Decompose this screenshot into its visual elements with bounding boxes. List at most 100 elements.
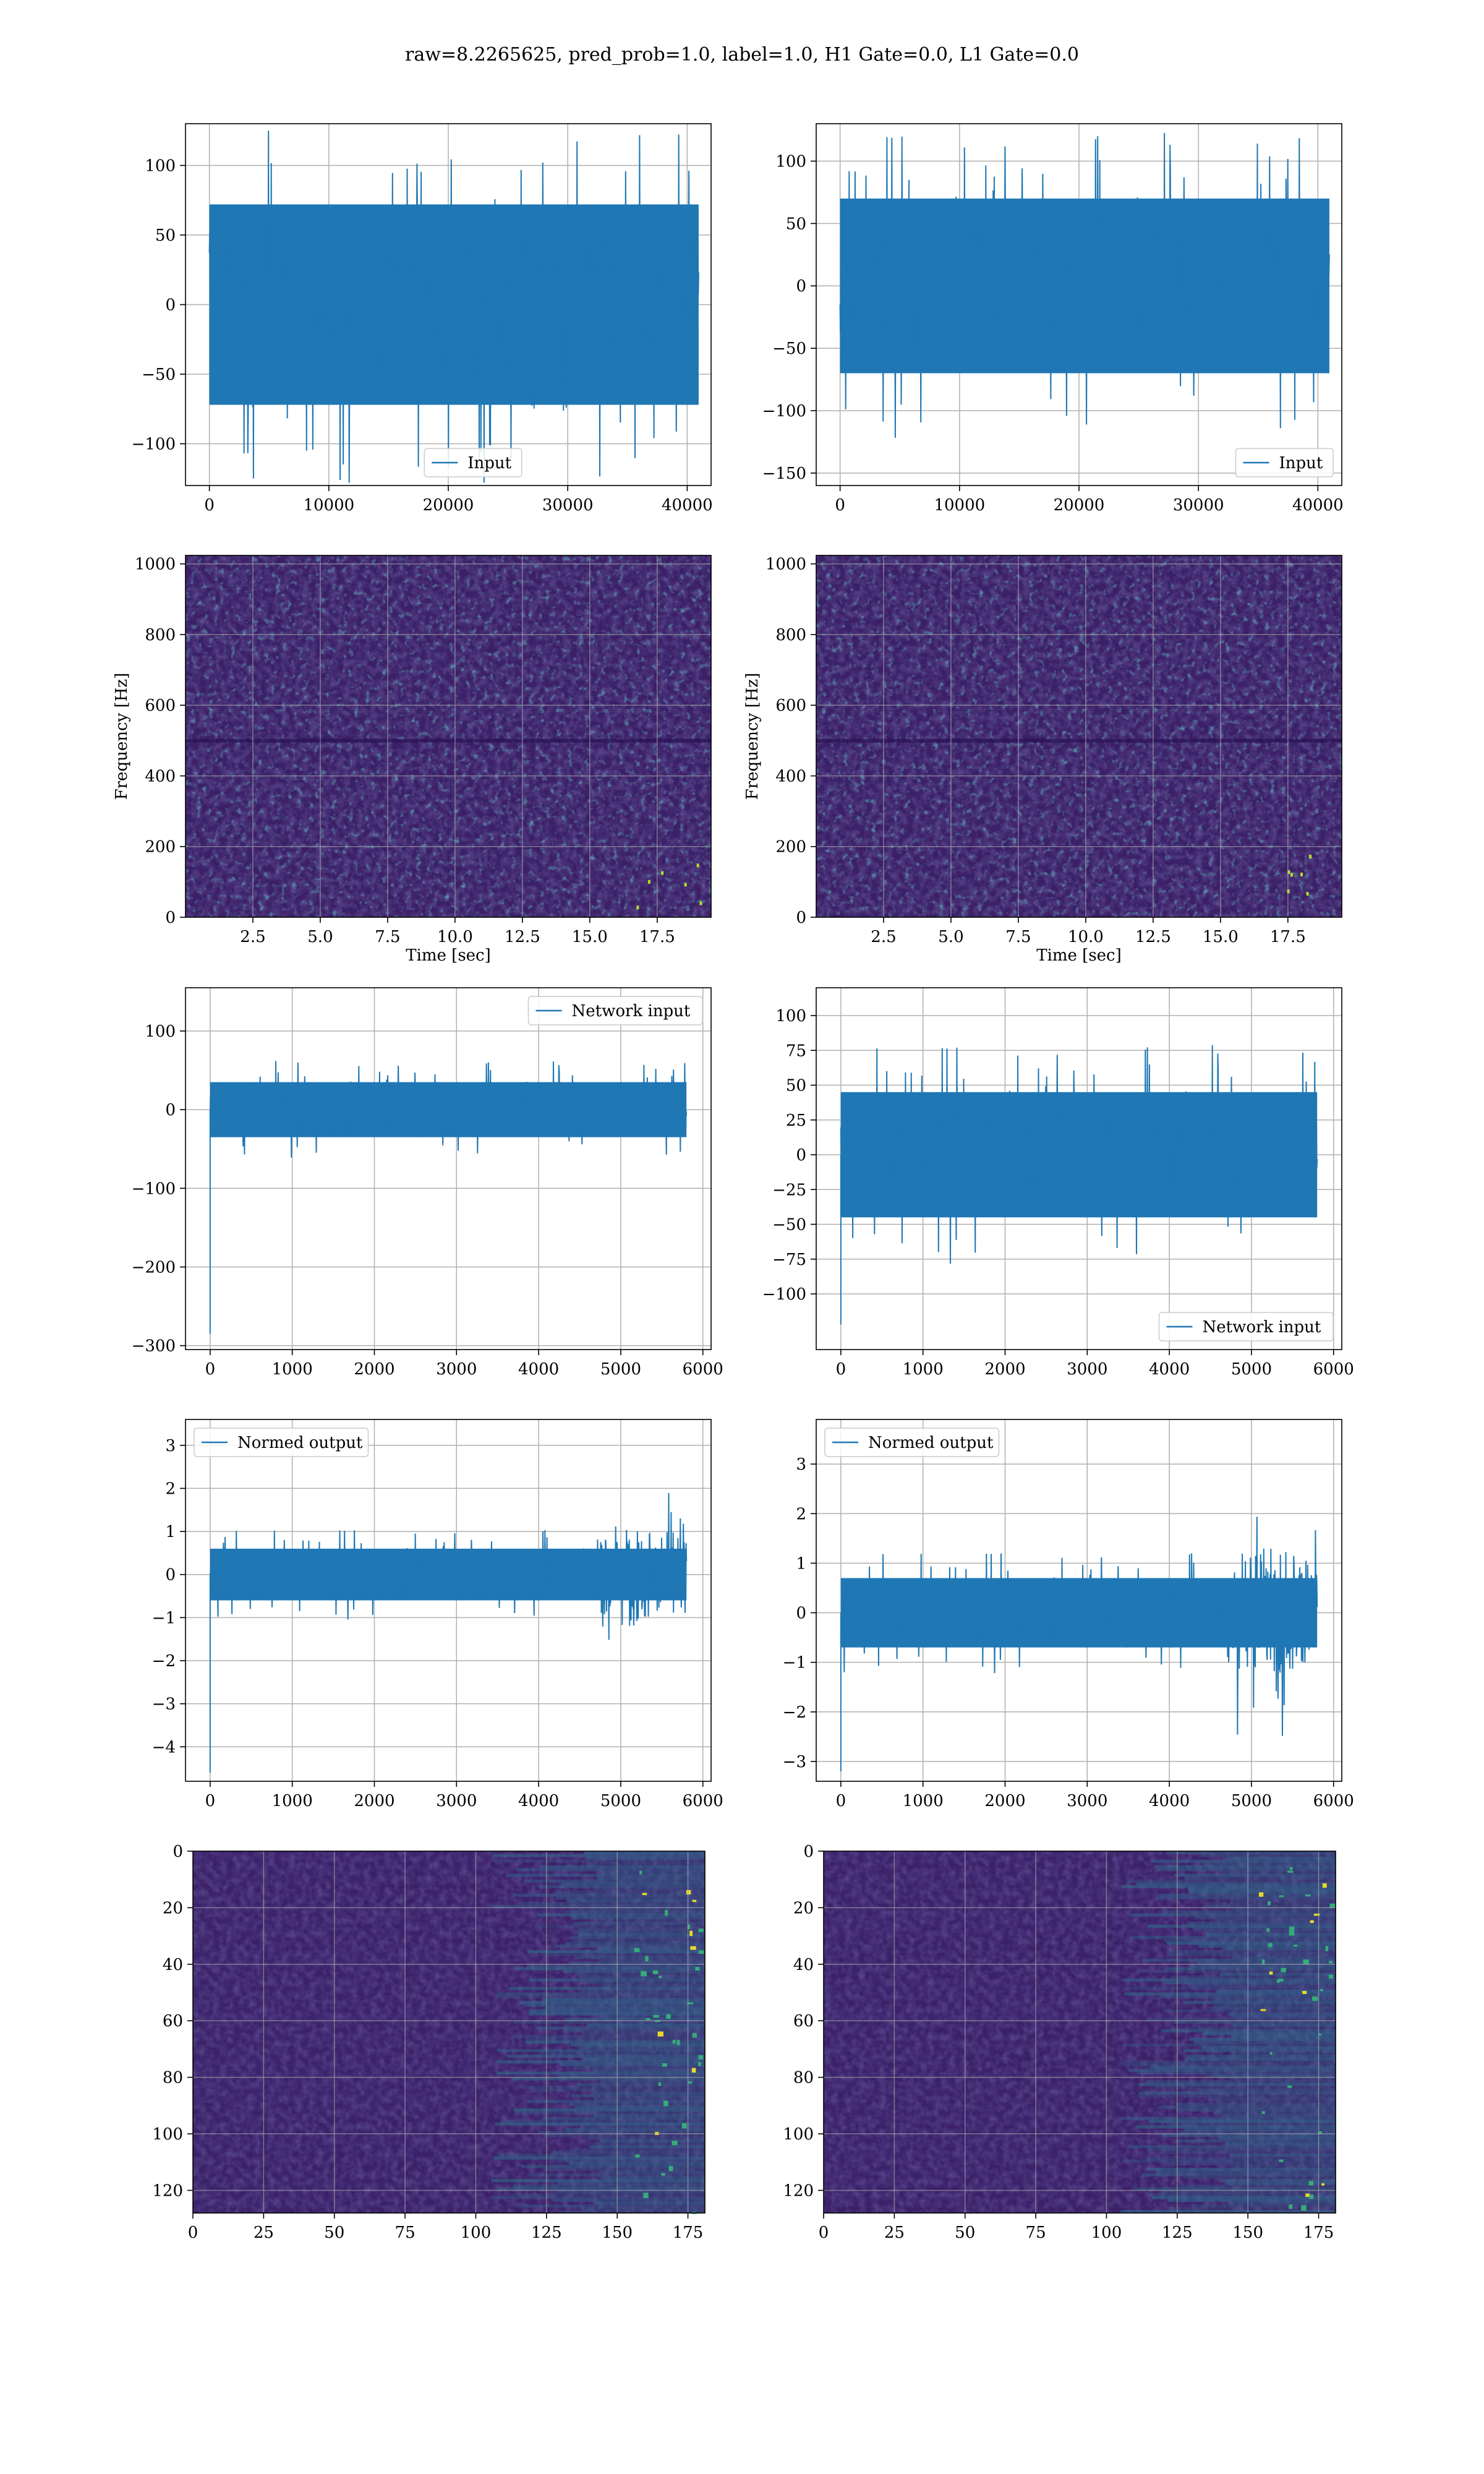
- heatmap-activity-band: [1146, 2167, 1336, 2171]
- heatmap-activity-band: [1167, 1953, 1336, 1956]
- y-tick-label: −300: [132, 1337, 176, 1356]
- heatmap-row-band: [824, 2080, 1336, 2084]
- x-tick-label: 7.5: [1005, 928, 1031, 946]
- heatmap-row-band: [824, 1859, 1336, 1863]
- heatmap-activity-band: [1120, 2210, 1336, 2214]
- heatmap-activity-band: [1149, 2066, 1336, 2070]
- heatmap-row-band: [193, 2029, 705, 2032]
- heatmap-activity-band: [569, 2162, 705, 2165]
- heatmap-activity-band: [600, 2080, 705, 2084]
- heatmap-activity-band: [1216, 1989, 1336, 1993]
- heatmap-row-band: [824, 1927, 1336, 1931]
- heatmap-row-band: [193, 2021, 705, 2024]
- heatmap-hotspot: [1309, 854, 1312, 858]
- heatmap-activity-band: [555, 1890, 705, 1894]
- heatmap-hotspot: [687, 1924, 691, 1930]
- heatmap-activity-band: [1147, 2193, 1336, 2197]
- heatmap-hotspot: [1322, 1883, 1327, 1888]
- heatmap-hotspot: [672, 2040, 676, 2044]
- heatmap-activity-band: [492, 1854, 705, 1857]
- x-tick-label: 0: [205, 1792, 216, 1810]
- heatmap-hotspot: [1293, 1945, 1298, 1947]
- x-tick-label: 12.5: [1135, 928, 1171, 946]
- heatmap-hotspot: [642, 1893, 647, 1895]
- heatmap-activity-band: [557, 2181, 705, 2185]
- heatmap-row-band: [193, 1967, 705, 1971]
- heatmap-row-band: [193, 2136, 705, 2140]
- heatmap-activity-band: [1220, 2179, 1336, 2183]
- heatmap-row-band: [193, 2071, 705, 2075]
- heatmap-activity-band: [1187, 1984, 1336, 1987]
- heatmap-row-band: [193, 2204, 705, 2208]
- heatmap-activity-band: [555, 1944, 705, 1948]
- heatmap-activity-band: [599, 1947, 705, 1951]
- heatmap-activity-band: [1198, 1944, 1336, 1948]
- heatmap-activity-band: [556, 1896, 705, 1900]
- heatmap-activity-band: [1122, 2060, 1336, 2064]
- x-tick-label: 30000: [542, 496, 594, 515]
- heatmap-row-band: [824, 2032, 1336, 2035]
- y-tick-label: −100: [132, 435, 176, 454]
- heatmap-row-band: [193, 1902, 705, 1906]
- heatmap-activity-band: [1166, 1950, 1336, 1954]
- x-tick-label: 5000: [600, 1792, 641, 1810]
- heatmap-hotspot: [681, 2123, 687, 2129]
- heatmap-activity-band: [1162, 2134, 1336, 2138]
- heatmap-hotspot: [663, 2100, 668, 2107]
- heatmap-row-band: [193, 1870, 705, 1875]
- heatmap-row-band: [193, 2048, 705, 2052]
- heatmap-activity-band: [593, 2091, 705, 2095]
- heatmap-hotspot: [661, 2173, 665, 2176]
- heatmap-row-band: [193, 2088, 705, 2092]
- heatmap-activity-band: [1154, 2086, 1336, 2089]
- heatmap-activity-band: [1133, 2187, 1336, 2191]
- x-tick-label: 7.5: [375, 928, 400, 946]
- heatmap-activity-band: [519, 2001, 705, 2005]
- heatmap-activity-band: [541, 2052, 705, 2055]
- heatmap-activity-band: [542, 2117, 705, 2120]
- heatmap-hotspot: [691, 2068, 696, 2073]
- heatmap-row-band: [193, 2173, 705, 2177]
- heatmap-activity-band: [553, 2199, 705, 2202]
- heatmap-activity-band: [1137, 1969, 1336, 1974]
- heatmap-row-band: [824, 2052, 1336, 2055]
- y-tick-label: 1000: [135, 555, 176, 574]
- heatmap-hotspot: [1311, 1996, 1318, 2001]
- legend-box: [1158, 1312, 1334, 1342]
- heatmap-hotspot: [1302, 1990, 1307, 1995]
- y-tick-label: 100: [775, 153, 806, 171]
- heatmap-row-band: [193, 1859, 705, 1863]
- heatmap-row-band: [824, 1987, 1336, 1990]
- heatmap-row-band: [824, 1913, 1336, 1917]
- heatmap-row-band: [193, 2108, 705, 2112]
- heatmap-hotspot: [1305, 1894, 1311, 1897]
- panel-row2-right: 2.5 5.0 7.5 10.0 12.5 15.0 17.5 0 200 400 600 800 10…: [743, 555, 1342, 965]
- heatmap-activity-band: [513, 1893, 705, 1897]
- heatmap-activity-band: [534, 2088, 705, 2092]
- heatmap-activity-band: [578, 1907, 705, 1911]
- heatmap-activity-band: [597, 2015, 705, 2019]
- y-tick-label: 200: [145, 838, 176, 857]
- heatmap-hotspot: [1277, 1979, 1284, 1982]
- heatmap-activity-band: [580, 2125, 705, 2129]
- y-tick-label: 100: [145, 1022, 176, 1041]
- heatmap-activity-band: [556, 2190, 705, 2194]
- heatmap-row-band: [824, 2035, 1336, 2039]
- x-tick-label: 25: [884, 2224, 905, 2242]
- heatmap-row-band: [824, 2199, 1336, 2202]
- heatmap-activity-band: [593, 2114, 705, 2118]
- heatmap-activity-band: [1208, 2097, 1336, 2100]
- heatmap-row-band: [193, 2015, 705, 2019]
- y-tick-label: 200: [775, 838, 806, 857]
- heatmap-hotspot: [687, 2002, 693, 2005]
- heatmap-activity-band: [1202, 2032, 1336, 2035]
- heatmap-row-band: [193, 1865, 705, 1868]
- heatmap-row-band: [824, 1868, 1336, 1872]
- x-tick-label: 125: [531, 2224, 562, 2242]
- heatmap-activity-band: [1230, 2035, 1336, 2039]
- heatmap-hotspot: [658, 2082, 662, 2086]
- heatmap-activity-band: [527, 1964, 705, 1967]
- heatmap-activity-band: [557, 2159, 705, 2163]
- heatmap-hotspot: [1329, 1961, 1333, 1964]
- heatmap-activity-band: [571, 2147, 705, 2151]
